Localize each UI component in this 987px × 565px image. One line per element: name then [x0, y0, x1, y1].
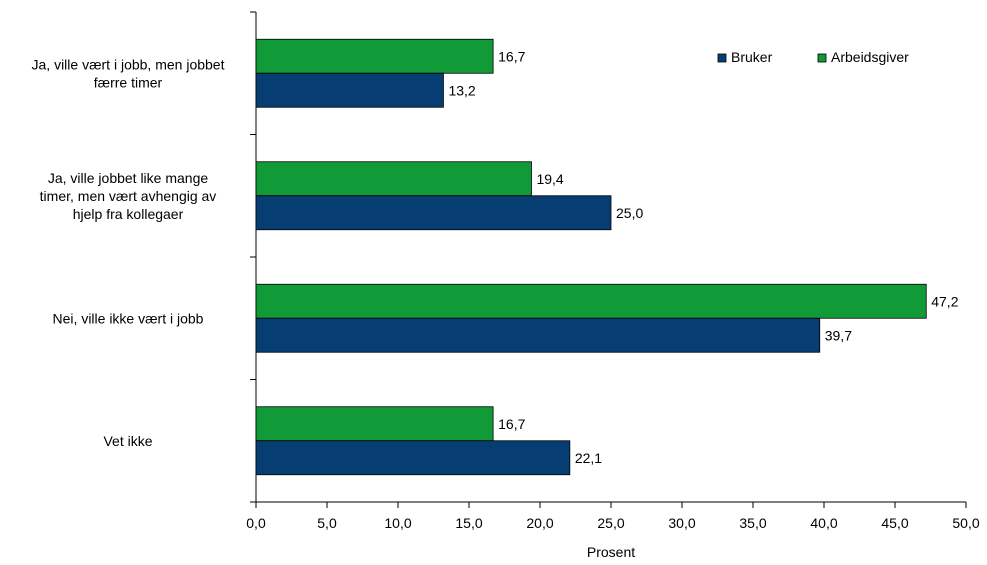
x-tick-label: 10,0: [384, 515, 411, 531]
category-label: Nei, ville ikke vært i jobb: [53, 310, 204, 326]
data-label: 22,1: [575, 450, 602, 466]
x-tick-label: 50,0: [952, 515, 979, 531]
x-tick-label: 40,0: [810, 515, 837, 531]
legend-label-bruker: Bruker: [731, 49, 773, 65]
bar-bruker: [255, 317, 821, 353]
legend-swatch-bruker: [717, 53, 727, 63]
bar-bruker: [255, 72, 444, 108]
legend-swatch-arbeidsgiver: [817, 53, 827, 63]
data-label: 25,0: [616, 205, 643, 221]
category-label: Vet ikke: [103, 433, 152, 449]
legend: Bruker Arbeidsgiver: [717, 49, 909, 65]
x-tick-label: 5,0: [317, 515, 337, 531]
x-tick-label: 45,0: [881, 515, 908, 531]
bar-arbeidsgiver: [255, 283, 927, 319]
x-tick-label: 20,0: [526, 515, 553, 531]
category-label: Ja, ville vært i jobb, men jobbet færre t…: [32, 56, 225, 90]
plot-area: 0,0 5,0 10,0 15,0 20,0 25,0 30,0 35,0 40,0 45,0 50…: [32, 11, 980, 531]
bar-bruker: [255, 195, 612, 231]
bar-arbeidsgiver: [255, 38, 494, 74]
x-tick-label: 30,0: [668, 515, 695, 531]
x-tick-label: 35,0: [739, 515, 766, 531]
data-label: 47,2: [931, 293, 958, 309]
data-label: 16,7: [498, 416, 525, 432]
x-tick-label: 0,0: [246, 515, 266, 531]
x-tick-label: 25,0: [597, 515, 624, 531]
bar-arbeidsgiver: [255, 161, 532, 197]
data-label: 39,7: [825, 327, 852, 343]
x-tick-label: 15,0: [455, 515, 482, 531]
bar-bruker: [255, 440, 571, 476]
data-label: 19,4: [536, 171, 563, 187]
bar-arbeidsgiver: [255, 406, 494, 442]
legend-label-arbeidsgiver: Arbeidsgiver: [831, 49, 909, 65]
data-label: 13,2: [448, 82, 475, 98]
data-label: 16,7: [498, 48, 525, 64]
category-label: Ja, ville jobbet like mange timer, men væ…: [40, 170, 217, 222]
x-axis-label: Prosent: [587, 544, 635, 560]
